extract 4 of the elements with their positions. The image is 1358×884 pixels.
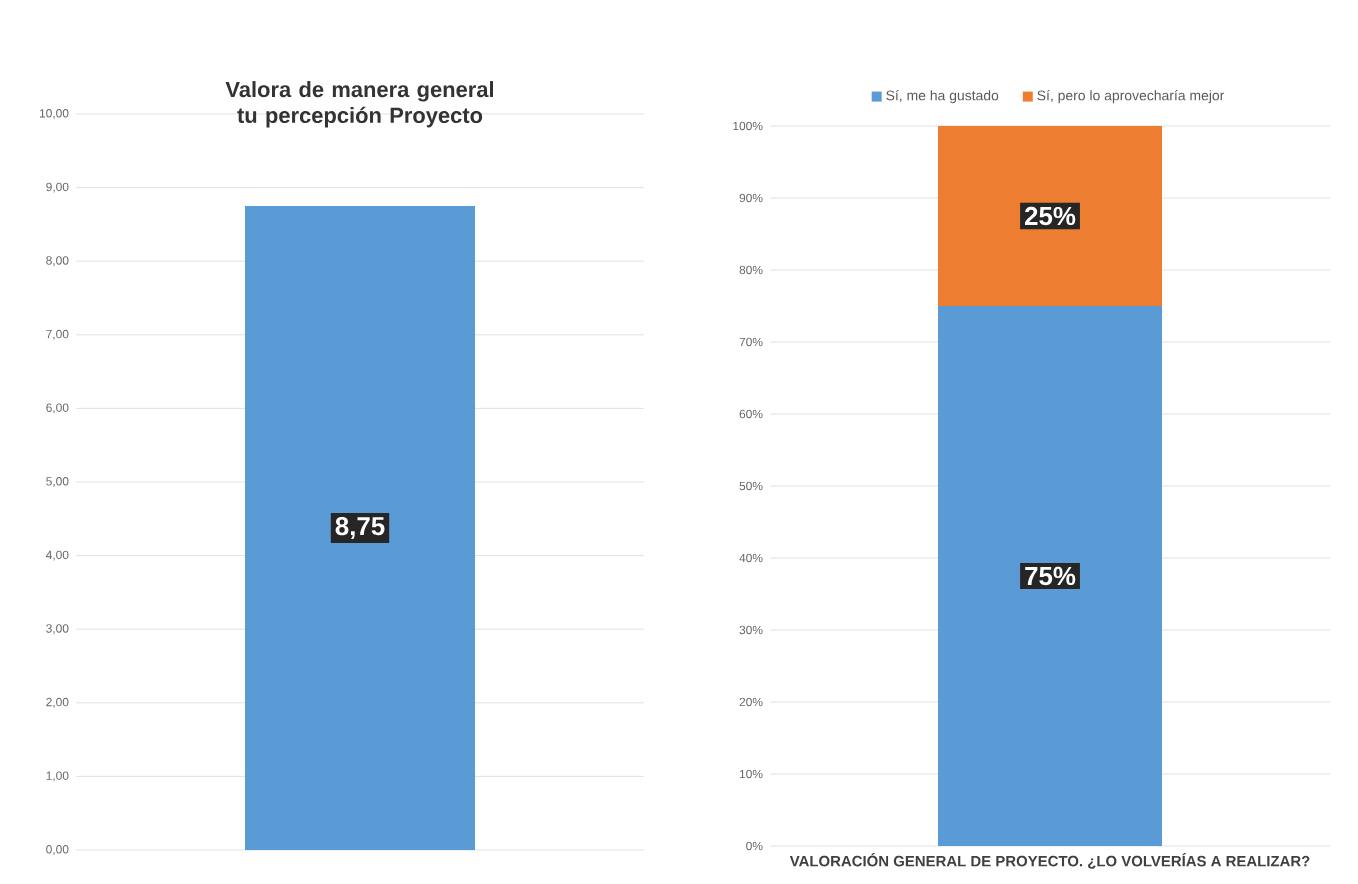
data-label: 8,75 <box>335 516 385 540</box>
data-label: 75% <box>1025 566 1076 586</box>
chart-title: Valora de manera general tu percepción Proyecto <box>225 81 494 128</box>
data-label: 25% <box>1025 206 1076 226</box>
